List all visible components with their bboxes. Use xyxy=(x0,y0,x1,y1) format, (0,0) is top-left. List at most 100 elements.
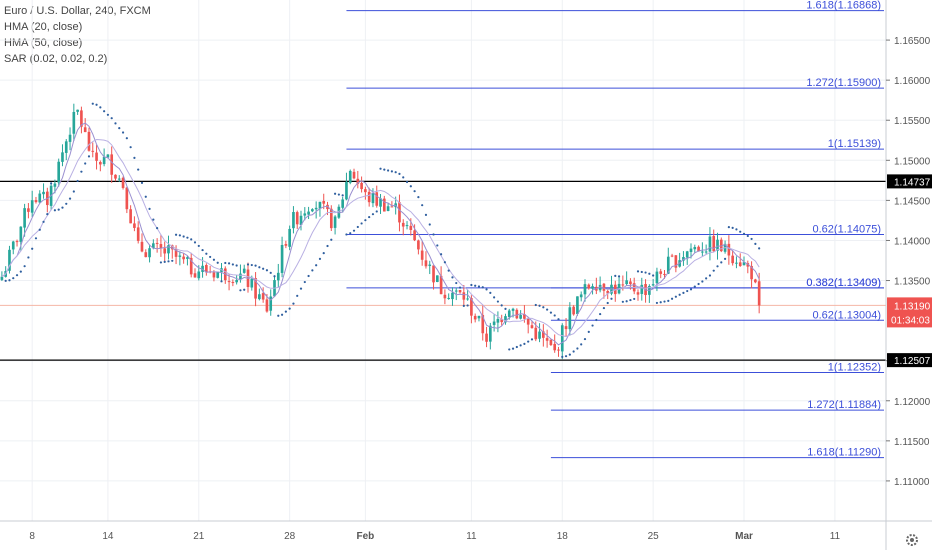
sar-dot xyxy=(205,252,208,255)
candle-body xyxy=(538,331,541,339)
sar-dot xyxy=(462,304,465,307)
sar-dot xyxy=(80,170,83,173)
sar-dot xyxy=(504,307,507,310)
sar-dot xyxy=(103,110,106,113)
time-tick-label: 11 xyxy=(466,531,477,542)
sar-dot xyxy=(299,287,303,290)
candle-body xyxy=(496,318,500,323)
sar-dot xyxy=(413,190,416,193)
candle-body xyxy=(462,292,466,300)
sar-dot xyxy=(42,220,45,223)
candle-body xyxy=(458,289,462,293)
sar-dot xyxy=(280,313,284,316)
time-tick-label: 18 xyxy=(557,531,569,542)
sar-dot xyxy=(148,207,151,210)
settings-gear-icon[interactable] xyxy=(906,534,918,546)
candle-body xyxy=(0,276,4,280)
sar-dot xyxy=(564,355,568,358)
legend-symbol-line[interactable]: Euro / U.S. Dollar, 240, FXCM xyxy=(4,5,151,17)
candle-body xyxy=(364,189,367,193)
sar-dot xyxy=(693,285,696,288)
sar-dot xyxy=(530,338,534,341)
candle-body xyxy=(382,198,386,212)
time-tick-label: 14 xyxy=(102,531,114,542)
sar-dot xyxy=(633,297,636,301)
candle-body xyxy=(534,327,538,340)
candle-body xyxy=(621,284,625,286)
candle-body xyxy=(553,343,557,351)
sar-dot xyxy=(667,299,670,302)
price-axis-panel xyxy=(886,0,932,550)
sar-dot xyxy=(152,218,155,221)
current-price-label: 1.13190 xyxy=(894,301,931,312)
sar-dot xyxy=(424,213,428,216)
sar-dot xyxy=(455,281,458,285)
sar-dot xyxy=(689,288,693,291)
sar-dot xyxy=(481,286,484,289)
sar-dot xyxy=(163,260,166,263)
fib-level-label: 1(1.15139) xyxy=(828,138,881,150)
sar-dot xyxy=(220,280,223,283)
candle-body xyxy=(189,257,193,275)
time-tick-label: Mar xyxy=(735,531,753,542)
candle-body xyxy=(564,326,568,330)
candle-body xyxy=(117,178,121,180)
candle-body xyxy=(473,315,477,320)
price-tick-label: 1.12000 xyxy=(894,397,931,408)
sar-dot xyxy=(190,238,193,241)
candle-body xyxy=(746,263,750,267)
candle-body xyxy=(443,294,447,299)
sar-dot xyxy=(110,117,113,120)
candle-body xyxy=(439,275,443,295)
candle-body xyxy=(375,192,379,206)
sar-dot xyxy=(663,300,666,303)
candle-body xyxy=(129,209,132,224)
sar-dot xyxy=(4,279,7,282)
candle-body xyxy=(280,244,284,273)
sar-dot xyxy=(746,234,749,238)
legend-hma20[interactable]: HMA (20, close) xyxy=(4,21,83,33)
sar-dot xyxy=(652,274,655,277)
candle-body xyxy=(314,207,318,210)
candle-body xyxy=(345,181,348,200)
legend-sar[interactable]: SAR (0.02, 0.02, 0.2) xyxy=(4,53,108,65)
candle-body xyxy=(99,161,102,165)
sar-dot xyxy=(546,308,549,311)
candle-body xyxy=(519,315,522,319)
candle-body xyxy=(629,281,632,285)
candle-body xyxy=(193,273,197,278)
candle-body xyxy=(704,251,708,253)
candle-body xyxy=(269,296,273,311)
candle-body xyxy=(454,290,458,292)
sar-dot xyxy=(91,102,94,105)
candle-body xyxy=(606,290,610,294)
sar-dot xyxy=(587,330,590,333)
candle-body xyxy=(515,309,519,319)
sar-dot xyxy=(68,197,72,200)
sar-dot xyxy=(379,167,382,170)
candle-body xyxy=(390,206,394,208)
sar-dot xyxy=(46,213,49,216)
sar-dot xyxy=(515,345,518,349)
sar-dot xyxy=(602,306,606,310)
sar-dot xyxy=(508,348,511,351)
candle-body xyxy=(432,265,435,283)
sar-dot xyxy=(99,106,102,109)
candle-body xyxy=(61,152,64,162)
sar-dot xyxy=(477,285,481,288)
sar-dot xyxy=(447,269,450,272)
sar-dot xyxy=(258,266,261,269)
sar-dot xyxy=(265,269,269,272)
candle-body xyxy=(337,206,341,218)
chart-legend: Euro / U.S. Dollar, 240, FXCM HMA (20, c… xyxy=(4,3,151,67)
sar-dot xyxy=(129,146,132,149)
sar-dot xyxy=(523,342,526,346)
sar-dot xyxy=(364,219,367,222)
candle-body xyxy=(307,211,310,215)
candle-body xyxy=(424,260,428,267)
candle-body xyxy=(447,297,451,299)
sar-dot xyxy=(568,353,571,356)
sar-dot xyxy=(534,303,537,307)
sar-dot xyxy=(186,236,189,239)
